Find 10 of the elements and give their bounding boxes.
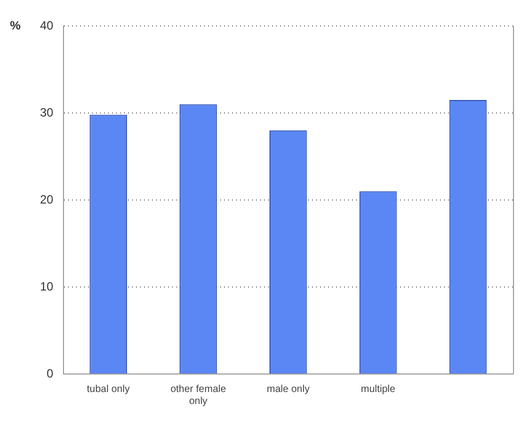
y-tick-label: 10 (40, 279, 54, 294)
y-tick-label: 30 (40, 105, 54, 120)
x-tick-label: male only (266, 384, 310, 395)
y-tick-label: 40 (40, 18, 54, 32)
x-tick-label: other female only (170, 384, 226, 407)
y-axis-title: % (10, 18, 21, 32)
x-tick-label: multiple (360, 384, 396, 395)
x-tick-label: tubal only (86, 384, 130, 395)
y-tick-label: 0 (46, 366, 54, 380)
y-tick-label: 20 (40, 192, 54, 206)
